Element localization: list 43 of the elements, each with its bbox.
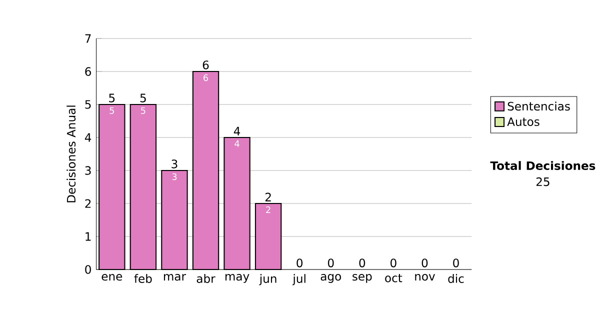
- total-label: 0: [390, 258, 396, 268]
- y-tick-label: 7: [85, 34, 91, 43]
- x-tick-label: nov: [415, 274, 435, 281]
- data-label: 6: [204, 74, 208, 81]
- y-tick-label: 4: [84, 133, 92, 142]
- y-tick-label: 5: [85, 100, 91, 109]
- total-label: 0: [328, 258, 334, 268]
- x-tick-label: dic: [448, 274, 464, 283]
- total-label: 0: [422, 258, 428, 268]
- data-label: 4: [234, 140, 240, 147]
- x-tick-label: mar: [164, 274, 186, 281]
- x-tick-label: ago: [320, 274, 341, 283]
- y-tick-label: 0: [85, 265, 91, 274]
- x-tick-label: jun: [259, 274, 276, 286]
- x-tick-label: sep: [352, 274, 372, 283]
- data-label: 5: [110, 107, 114, 114]
- data-label: 3: [172, 173, 177, 180]
- legend-label: Sentencias: [508, 102, 570, 110]
- total-label: 5: [109, 94, 115, 102]
- total-label: 3: [172, 159, 178, 168]
- legend-label: Autos: [507, 117, 540, 126]
- y-tick-label: 1: [86, 232, 91, 241]
- text: Total Decisiones: [490, 160, 596, 170]
- y-tick-label: 2: [85, 199, 91, 208]
- x-tick-label: abr: [196, 274, 216, 283]
- data-label: 5: [141, 107, 146, 114]
- data-label: 2: [266, 206, 270, 213]
- y-tick-label: 6: [85, 67, 92, 76]
- total-label: 0: [359, 258, 366, 268]
- y-axis-title: Decisiones Anual: [66, 106, 76, 202]
- total-label: 0: [453, 258, 459, 268]
- total-label: 0: [296, 258, 302, 268]
- total-label: 6: [202, 60, 209, 70]
- text: 25: [536, 177, 550, 186]
- x-tick-label: oct: [385, 274, 402, 282]
- x-tick-label: may: [225, 274, 250, 283]
- x-tick-label: ene: [102, 274, 122, 281]
- x-tick-label: feb: [134, 274, 152, 283]
- y-tick-label: 3: [85, 166, 91, 175]
- total-label: 2: [265, 192, 271, 202]
- x-tick-label: jul: [292, 274, 306, 286]
- total-label: 4: [234, 126, 240, 136]
- total-label: 5: [140, 94, 146, 102]
